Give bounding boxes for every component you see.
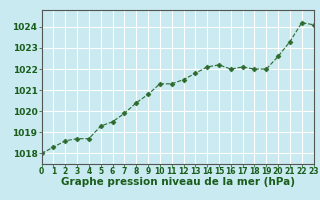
X-axis label: Graphe pression niveau de la mer (hPa): Graphe pression niveau de la mer (hPa) <box>60 177 295 187</box>
